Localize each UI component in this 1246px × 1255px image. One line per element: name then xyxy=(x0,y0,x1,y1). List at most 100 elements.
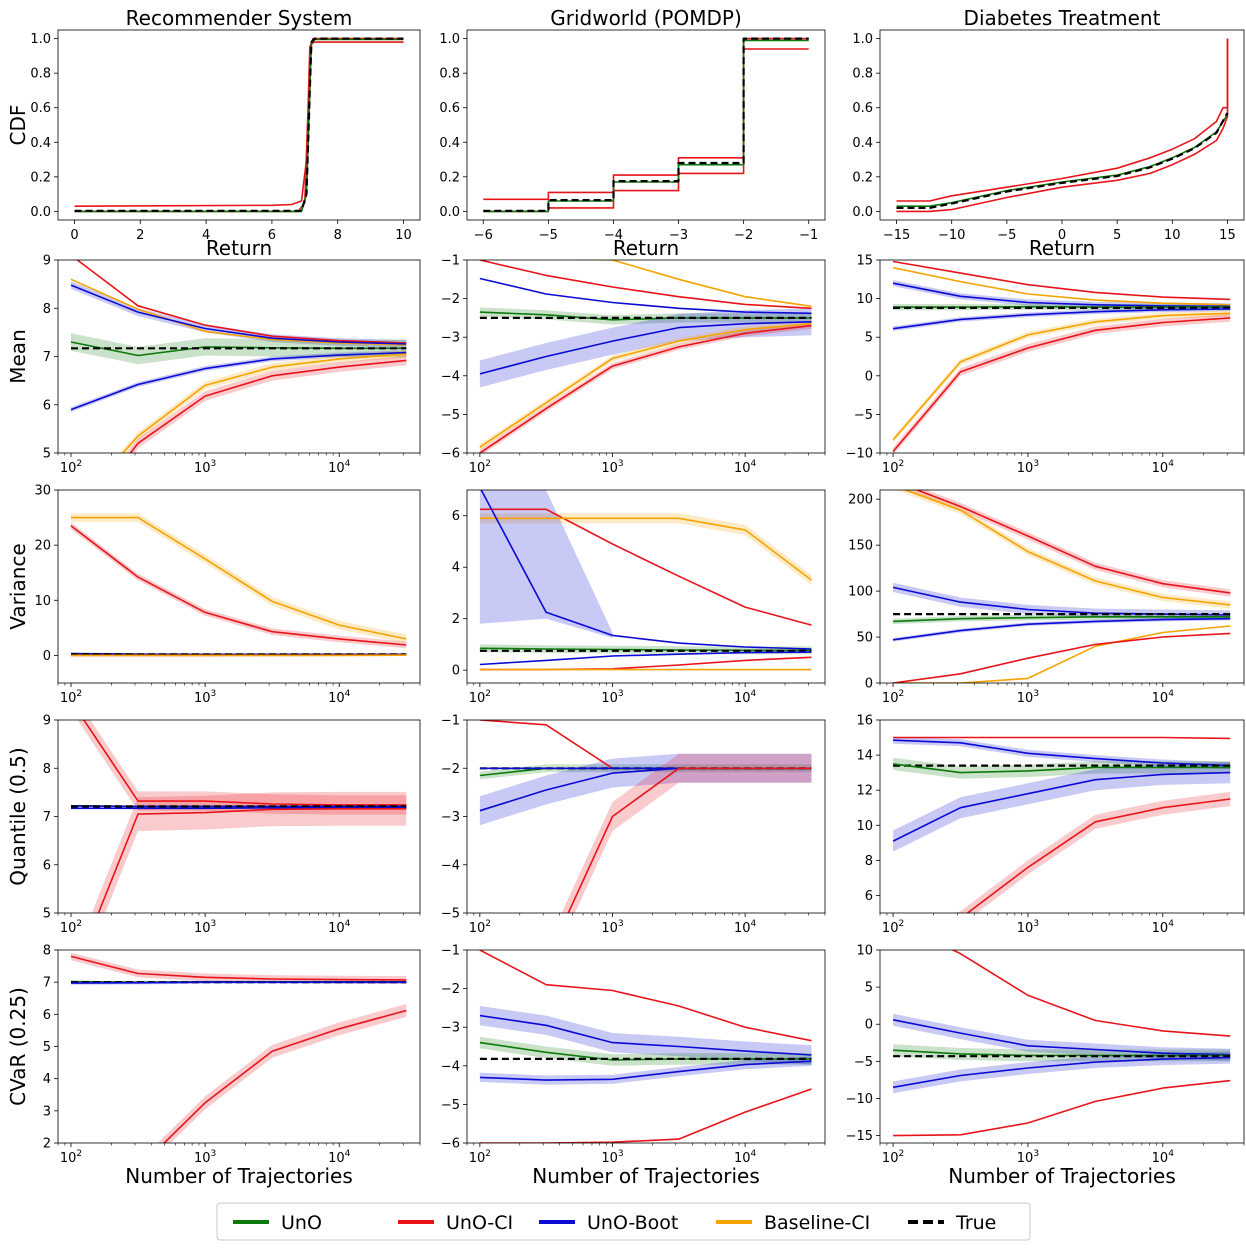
series-line-UnO-Boot xyxy=(70,351,407,411)
band-UnO-CI xyxy=(126,355,407,453)
x-axis-label: Number of Trajectories xyxy=(125,1164,353,1188)
legend-label: UnO-Boot xyxy=(587,1212,678,1234)
panel-3: 5 6 7 8 9 102 103 104 Mean xyxy=(6,254,421,476)
series-line-UnO-Boot xyxy=(892,617,1231,641)
y-tick-label: 3 xyxy=(43,1104,51,1119)
x-tick-label: 102 xyxy=(882,689,904,706)
x-tick-label: 102 xyxy=(882,919,904,936)
axes-frame xyxy=(57,489,421,684)
x-tick-label: 103 xyxy=(194,1149,216,1166)
y-tick-label: 100 xyxy=(848,585,873,600)
y-tick-label: 8 xyxy=(43,302,51,317)
y-tick-label: 4 xyxy=(452,561,460,576)
series-line-UnO-CI xyxy=(70,955,407,981)
y-tick-label: 0.0 xyxy=(30,205,51,220)
y-tick-label: −5 xyxy=(854,408,873,423)
y-axis-label: CVaR (0.25) xyxy=(6,987,30,1106)
band-UnO-CI xyxy=(71,952,407,984)
legend-label: UnO xyxy=(281,1212,322,1234)
x-tick-label: 103 xyxy=(194,689,216,706)
series-line-UnO-CI xyxy=(76,260,407,344)
x-tick-label: 8 xyxy=(334,228,342,243)
y-tick-label: 2 xyxy=(452,612,460,627)
x-tick-label: 2 xyxy=(136,228,144,243)
axes-frame xyxy=(466,719,826,914)
x-tick-label: 102 xyxy=(469,689,491,706)
x-tick-label: −2 xyxy=(734,228,753,243)
series-line-UnO-CI xyxy=(479,656,812,671)
y-tick-label: −1 xyxy=(441,254,460,269)
series-line-Baseline-CI xyxy=(568,260,812,308)
series-line-UnO-CI xyxy=(483,37,809,201)
y-tick-label: 30 xyxy=(34,484,51,499)
band-Baseline-CI xyxy=(479,513,812,586)
x-tick-label: 104 xyxy=(734,919,757,936)
x-tick-label: 102 xyxy=(469,919,491,936)
series-line-UnO-Boot xyxy=(892,771,1231,842)
x-tick-label: 6 xyxy=(268,228,276,243)
y-tick-label: −5 xyxy=(441,408,460,423)
y-tick-label: 5 xyxy=(865,331,873,346)
x-tick-label: 102 xyxy=(60,919,82,936)
x-tick-label: 103 xyxy=(601,689,623,706)
series-line-UnO-CI xyxy=(892,260,1231,301)
y-axis-label: Quantile (0.5) xyxy=(6,747,30,885)
panel-0: 0.0 0.2 0.4 0.6 0.8 1.0 0 2 4 6 8 10 Recommender Sys… xyxy=(6,6,421,260)
x-tick-label: 10 xyxy=(395,228,412,243)
x-tick-label: 104 xyxy=(734,689,757,706)
y-tick-label: 5 xyxy=(43,907,51,922)
panel-10: −5 −4 −3 −2 −1 102 103 104 xyxy=(441,714,826,936)
panel-2: 0.0 0.2 0.4 0.6 0.8 1.0 −15 −10 −5 0 5 10 15 Diabetes… xyxy=(852,6,1245,260)
band-UnO-CI xyxy=(893,314,1231,453)
x-tick-label: 102 xyxy=(469,459,491,476)
series-line-UnO-CI xyxy=(483,48,809,213)
series-line-Baseline-CI xyxy=(903,490,1231,606)
series-line-UnO xyxy=(74,38,404,213)
band-UnO-CI xyxy=(91,791,407,913)
y-tick-label: 1.0 xyxy=(30,32,51,47)
x-tick-label: 103 xyxy=(601,459,623,476)
x-tick-label: 104 xyxy=(328,919,351,936)
x-tick-label: 104 xyxy=(734,1149,757,1166)
y-tick-label: 0.2 xyxy=(439,170,460,185)
y-tick-label: 8 xyxy=(43,944,51,959)
series-line-UnO-CI xyxy=(163,1009,407,1143)
y-tick-label: 12 xyxy=(856,784,873,799)
x-tick-label: 104 xyxy=(1152,919,1175,936)
y-tick-label: 0.8 xyxy=(30,67,51,82)
x-tick-label: −5 xyxy=(997,228,1016,243)
y-tick-label: 1.0 xyxy=(439,32,460,47)
y-tick-label: 0 xyxy=(865,1018,873,1033)
x-tick-label: 102 xyxy=(60,459,82,476)
y-tick-label: 1.0 xyxy=(852,32,873,47)
y-tick-label: 6 xyxy=(43,398,51,413)
x-axis-label: Return xyxy=(1029,236,1095,260)
series-line-UnO-Boot xyxy=(71,806,407,810)
panel-5: −10 −5 0 5 10 15 102 103 104 xyxy=(846,254,1245,476)
series-line-UnO-CI xyxy=(74,41,404,207)
panel-8: 0 50 100 150 200 102 103 104 xyxy=(848,489,1245,706)
x-tick-label: 0 xyxy=(70,228,78,243)
axes-frame xyxy=(879,719,1245,914)
x-tick-label: 103 xyxy=(1017,459,1039,476)
y-tick-label: 7 xyxy=(43,350,51,365)
band-Baseline-CI xyxy=(119,350,407,453)
x-tick-label: 104 xyxy=(734,459,757,476)
y-tick-label: 8 xyxy=(43,762,51,777)
x-tick-label: 104 xyxy=(328,459,351,476)
band-UnO-Boot xyxy=(479,753,812,826)
y-tick-label: −4 xyxy=(441,369,460,384)
series-line-UnO-CI xyxy=(82,720,407,806)
band-UnO-Boot xyxy=(893,762,1231,852)
y-tick-label: 50 xyxy=(856,631,873,646)
y-tick-label: −10 xyxy=(846,1092,873,1107)
y-tick-label: 16 xyxy=(856,714,873,729)
x-tick-label: −15 xyxy=(883,228,910,243)
y-tick-label: −5 xyxy=(854,1055,873,1070)
x-tick-label: 104 xyxy=(1152,1149,1175,1166)
axes-frame xyxy=(466,949,826,1144)
y-tick-label: 10 xyxy=(856,819,873,834)
band-UnO-CI xyxy=(561,753,812,913)
axes-frame xyxy=(879,949,1245,1144)
